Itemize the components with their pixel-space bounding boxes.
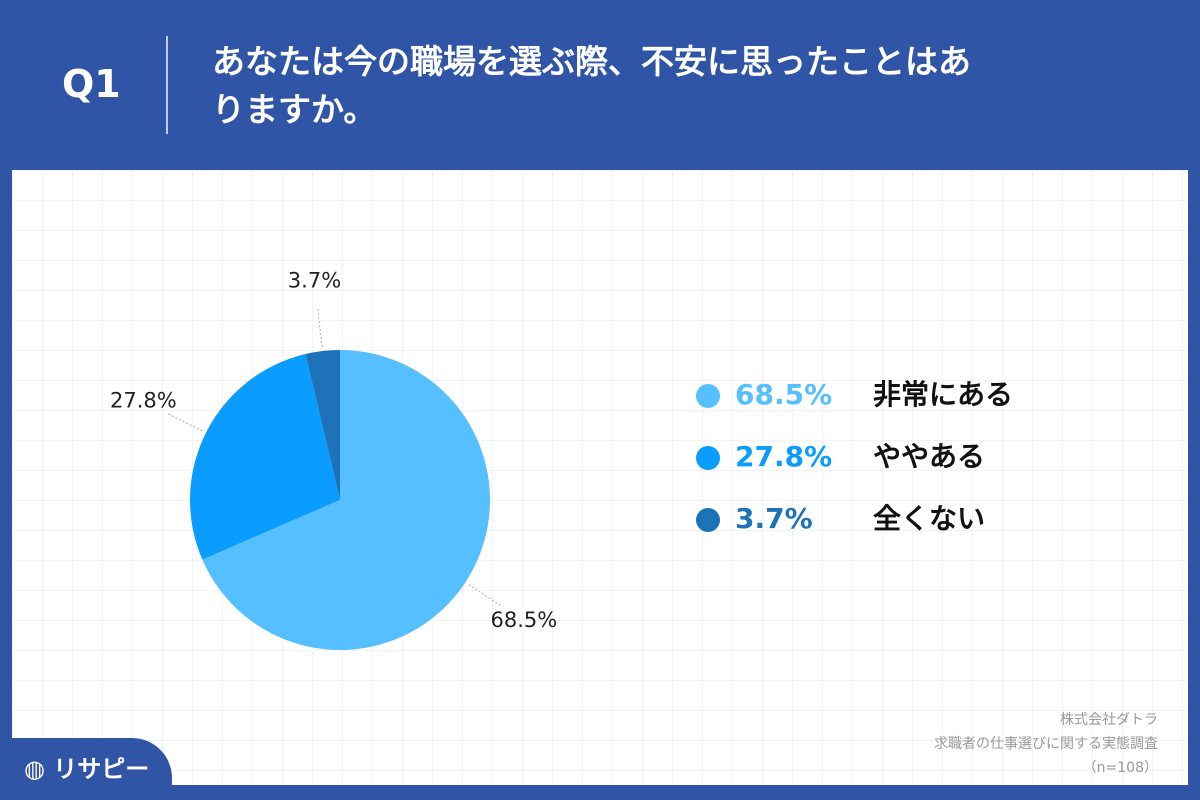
legend-dot bbox=[696, 508, 720, 532]
question-label: Q1 bbox=[62, 62, 121, 106]
legend-value: 68.5% bbox=[735, 378, 832, 411]
source-line: （n=108） bbox=[1082, 760, 1158, 776]
brand-logo: ◍ リサピー bbox=[0, 738, 172, 800]
legend-value: 27.8% bbox=[735, 440, 832, 473]
leader-line bbox=[317, 309, 323, 348]
legend-dot bbox=[696, 384, 720, 408]
legend-label: ややある bbox=[873, 440, 985, 473]
source-line: 求職者の仕事選びに関する実態調査 bbox=[934, 736, 1158, 752]
pie-slice bbox=[202, 350, 491, 650]
pie-slice bbox=[305, 350, 340, 500]
data-label: 3.7% bbox=[288, 268, 341, 292]
data-label: 27.8% bbox=[110, 388, 177, 412]
chart-title: あなたは今の職場を選ぶ際、不安に思ったことはありますか。 bbox=[212, 42, 971, 129]
separator bbox=[166, 36, 168, 134]
legend-label: 非常にある bbox=[873, 378, 1013, 411]
source-line: 株式会社ダトラ bbox=[1060, 712, 1158, 728]
legend-dot bbox=[696, 446, 720, 470]
leader-line bbox=[468, 584, 501, 606]
pie-slice bbox=[189, 354, 340, 560]
leader-line bbox=[168, 413, 203, 432]
legend-label: 全くない bbox=[873, 502, 985, 535]
source: 株式会社ダトラ 求職者の仕事選びに関する実態調査 （n=108） bbox=[934, 708, 1158, 780]
legend-value: 3.7% bbox=[735, 502, 813, 535]
brand-name: リサピー bbox=[53, 755, 150, 783]
data-label: 68.5% bbox=[491, 608, 558, 632]
